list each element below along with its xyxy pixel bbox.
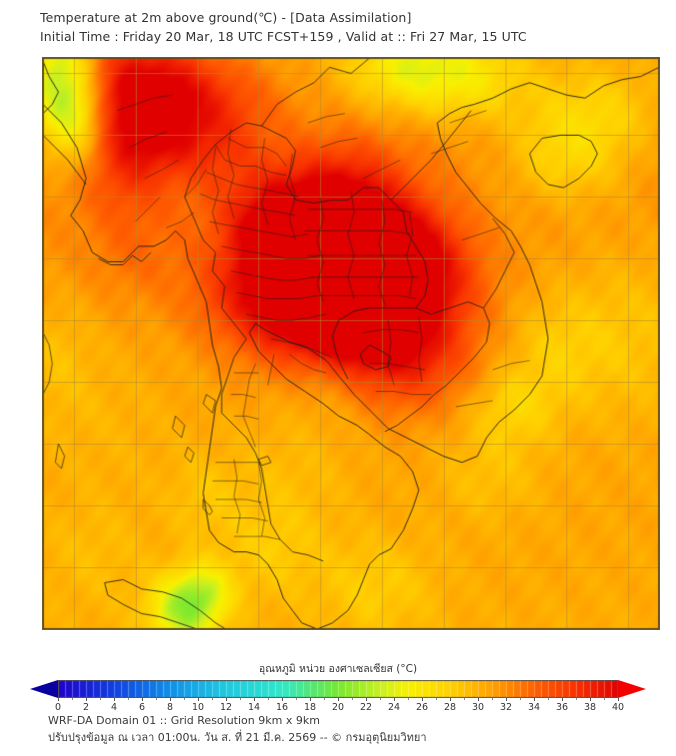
colorbar-tick-label: 12	[219, 702, 233, 713]
x-axis-tick	[259, 629, 260, 630]
colorbar-ticks: 0 2 4 6 8 10 12 14 16 18 20 22 24 26 28 30 32 34 36 38 40	[54, 698, 624, 714]
colorbar-tick	[506, 698, 507, 701]
colorbar-tick-label: 30	[471, 702, 485, 713]
colorbar-minor-tick	[324, 698, 325, 700]
page-title: Temperature at 2m above ground(℃) - [Dat…	[40, 10, 412, 25]
map-figure: 94°E96°E98°E100°E102°E104°E106°E108°E110…	[0, 50, 676, 650]
colorbar-tick-label: 26	[415, 702, 429, 713]
x-axis-tick	[444, 629, 445, 630]
colorbar-minor-tick	[240, 698, 241, 700]
colorbar-minor-tick	[576, 698, 577, 700]
colorbar-tick	[254, 698, 255, 701]
colorbar-block: อุณหภูมิ หน่วย องศาเซลเซียส (°C) 0 2 4 6 8 10…	[0, 660, 676, 713]
colorbar-tick-label: 24	[387, 702, 401, 713]
colorbar-minor-tick	[520, 698, 521, 700]
colorbar-minor-tick	[296, 698, 297, 700]
y-axis-tick	[42, 383, 43, 384]
colorbar-minor-tick	[604, 698, 605, 700]
page-subtitle: Initial Time : Friday 20 Mar, 18 UTC FCS…	[40, 29, 527, 44]
temperature-map[interactable]: 94°E96°E98°E100°E102°E104°E106°E108°E110…	[42, 57, 660, 630]
colorbar-minor-tick	[436, 698, 437, 700]
colorbar-tick	[366, 698, 367, 701]
colorbar-tick-label: 34	[527, 702, 541, 713]
colorbar-tick	[58, 698, 59, 701]
colorbar-tick-label: 18	[303, 702, 317, 713]
colorbar-tick-label: 16	[275, 702, 289, 713]
colorbar-tick	[170, 698, 171, 701]
x-axis-tick	[321, 629, 322, 630]
colorbar-minor-tick	[464, 698, 465, 700]
colorbar-minor-tick	[128, 698, 129, 700]
colorbar-minor-tick	[548, 698, 549, 700]
colorbar-title: อุณหภูมิ หน่วย องศาเซลเซียส (°C)	[258, 663, 418, 675]
colorbar-minor-tick	[184, 698, 185, 700]
colorbar-gradient	[58, 680, 618, 698]
colorbar-tick-label: 32	[499, 702, 513, 713]
colorbar-tick-label: 28	[443, 702, 457, 713]
colorbar-minor-tick	[352, 698, 353, 700]
colorbar-tick	[562, 698, 563, 701]
x-axis-tick	[568, 629, 569, 630]
y-axis-tick	[42, 445, 43, 446]
colorbar-tick-label: 6	[138, 702, 146, 713]
colorbar-tick	[142, 698, 143, 701]
colorbar-extend-low-arrow	[30, 680, 58, 698]
colorbar-tick	[310, 698, 311, 701]
colorbar-minor-tick	[156, 698, 157, 700]
x-axis-tick	[73, 629, 74, 630]
colorbar-tick	[198, 698, 199, 701]
chart-header: Temperature at 2m above ground(℃) - [Dat…	[40, 8, 660, 46]
y-axis-tick	[42, 73, 43, 74]
colorbar[interactable]: 0 2 4 6 8 10 12 14 16 18 20 22 24 26 28 30 32 34 36 38 40	[30, 680, 646, 713]
colorbar-tick	[478, 698, 479, 701]
y-axis-tick	[42, 507, 43, 508]
colorbar-tick-label: 20	[331, 702, 345, 713]
y-axis-tick	[42, 259, 43, 260]
colorbar-tick-label: 36	[555, 702, 569, 713]
colorbar-minor-tick	[408, 698, 409, 700]
colorbar-tick-label: 4	[110, 702, 118, 713]
colorbar-extend-high-arrow	[618, 680, 646, 698]
colorbar-tick	[338, 698, 339, 701]
colorbar-tick	[422, 698, 423, 701]
colorbar-tick-label: 38	[583, 702, 597, 713]
y-axis-tick	[42, 321, 43, 322]
colorbar-minor-tick	[72, 698, 73, 700]
y-axis-tick	[42, 135, 43, 136]
x-axis-tick	[382, 629, 383, 630]
colorbar-tick	[450, 698, 451, 701]
colorbar-minor-tick	[100, 698, 101, 700]
colorbar-tick-label: 14	[247, 702, 261, 713]
colorbar-tick-label: 2	[82, 702, 90, 713]
colorbar-tick	[534, 698, 535, 701]
colorbar-tick	[590, 698, 591, 701]
colorbar-tick	[226, 698, 227, 701]
x-axis-tick	[506, 629, 507, 630]
colorbar-tick	[282, 698, 283, 701]
colorbar-minor-tick	[380, 698, 381, 700]
colorbar-tick-label: 10	[191, 702, 205, 713]
colorbar-tick-label: 8	[166, 702, 174, 713]
x-axis-tick	[135, 629, 136, 630]
colorbar-minor-tick	[268, 698, 269, 700]
colorbar-tick	[618, 698, 619, 701]
colorbar-tick-label: 22	[359, 702, 373, 713]
footer-credit: ปรับปรุงข้อมูล ณ เวลา 01:00น. วัน ส. ที่…	[48, 731, 427, 744]
colorbar-tick-label: 0	[54, 702, 62, 713]
colorbar-tick	[86, 698, 87, 701]
y-axis-tick	[42, 569, 43, 570]
colorbar-minor-tick	[212, 698, 213, 700]
footer-model-info: WRF-DA Domain 01 :: Grid Resolution 9km …	[48, 714, 320, 727]
colorbar-tick-label: 40	[611, 702, 625, 713]
x-axis-tick	[630, 629, 631, 630]
colorbar-minor-tick	[492, 698, 493, 700]
colorbar-tick	[114, 698, 115, 701]
x-axis-tick	[197, 629, 198, 630]
temperature-field-canvas	[43, 58, 659, 629]
colorbar-tick	[394, 698, 395, 701]
footer: WRF-DA Domain 01 :: Grid Resolution 9km …	[48, 712, 668, 746]
y-axis-tick	[42, 197, 43, 198]
